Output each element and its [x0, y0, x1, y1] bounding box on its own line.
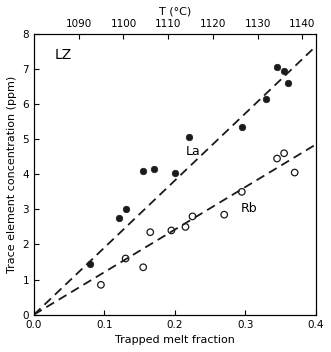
Point — [148, 230, 153, 235]
Point — [264, 96, 269, 102]
Point — [190, 214, 195, 219]
Point — [274, 64, 280, 70]
Point — [183, 224, 188, 230]
Point — [88, 261, 93, 266]
Point — [239, 124, 245, 130]
X-axis label: T (°C): T (°C) — [159, 7, 191, 17]
Point — [172, 170, 177, 175]
Point — [116, 215, 121, 221]
Text: LZ: LZ — [55, 48, 72, 62]
Point — [292, 170, 297, 175]
Text: Rb: Rb — [240, 202, 257, 215]
Point — [123, 256, 128, 261]
Point — [221, 212, 227, 218]
Point — [169, 228, 174, 233]
Point — [141, 264, 146, 270]
Point — [274, 156, 280, 161]
Point — [186, 135, 192, 140]
Point — [285, 80, 290, 86]
Point — [123, 207, 128, 212]
Point — [151, 166, 157, 172]
Point — [281, 68, 287, 74]
Y-axis label: Trace element concentration (ppm): Trace element concentration (ppm) — [7, 76, 17, 273]
Point — [141, 168, 146, 174]
Point — [281, 150, 287, 156]
Point — [239, 189, 245, 195]
X-axis label: Trapped melt fraction: Trapped melt fraction — [115, 335, 235, 345]
Point — [98, 282, 104, 288]
Text: La: La — [185, 145, 200, 158]
